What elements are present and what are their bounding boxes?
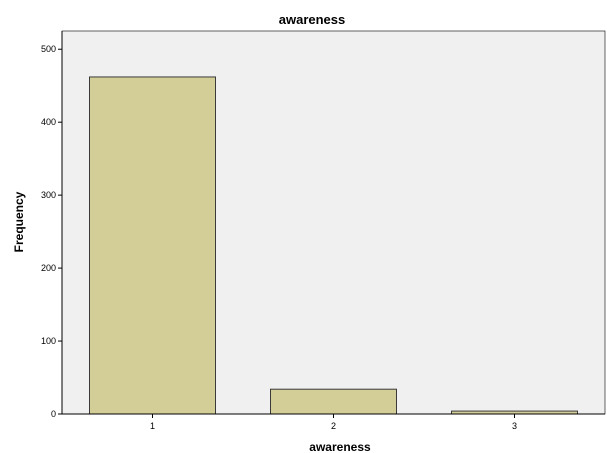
y-tick-label: 500 bbox=[41, 44, 56, 54]
x-axis-label: awareness bbox=[309, 440, 371, 453]
x-tick-label: 2 bbox=[331, 421, 336, 431]
axes-group: 1 2 3 0 100 200 300 400 500 bbox=[41, 31, 605, 431]
y-tick-label: 300 bbox=[41, 190, 56, 200]
bar-1 bbox=[89, 76, 216, 415]
y-axis-label: Frequency bbox=[12, 191, 26, 252]
y-tick-label: 100 bbox=[41, 336, 56, 346]
chart-title: awareness bbox=[279, 12, 346, 27]
y-tick-label: 0 bbox=[51, 409, 56, 419]
y-tick-label: 200 bbox=[41, 263, 56, 273]
x-tick-label: 3 bbox=[512, 421, 517, 431]
x-tick-label: 1 bbox=[150, 421, 155, 431]
bars-group bbox=[89, 76, 578, 415]
y-tick-label: 400 bbox=[41, 117, 56, 127]
bar-2 bbox=[270, 388, 397, 415]
